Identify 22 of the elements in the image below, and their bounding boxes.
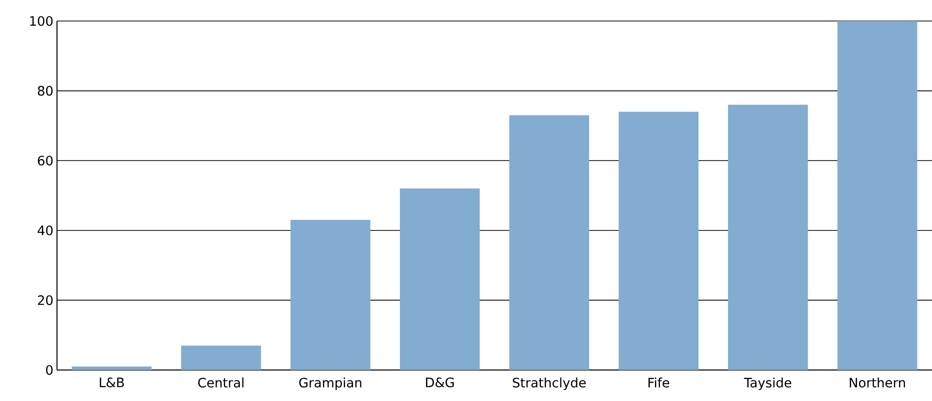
y-tick-label: 80 — [38, 86, 53, 96]
bar — [728, 104, 808, 370]
y-tick-label: 60 — [38, 156, 53, 166]
x-tick-label: Central — [198, 378, 244, 388]
x-tick-label: D&G — [426, 378, 454, 388]
x-tick-label: Grampian — [299, 378, 362, 390]
y-tick-label: 20 — [38, 295, 53, 306]
bar — [618, 112, 698, 370]
x-tick-label: Northern — [850, 378, 905, 388]
bar — [509, 115, 590, 370]
bar — [400, 188, 480, 370]
bar — [181, 346, 261, 370]
y-tick-label: 100 — [30, 16, 53, 26]
x-tick-label: Fife — [648, 378, 670, 388]
x-tick-label: Strathclyde — [512, 378, 586, 390]
y-tick-label: 40 — [38, 226, 53, 236]
bar — [837, 20, 918, 370]
bar — [72, 366, 152, 370]
bar — [290, 220, 370, 370]
x-tick-label: L&B — [100, 378, 124, 388]
x-tick-label: Tayside — [744, 378, 792, 390]
y-tick-label: 0 — [46, 365, 53, 375]
